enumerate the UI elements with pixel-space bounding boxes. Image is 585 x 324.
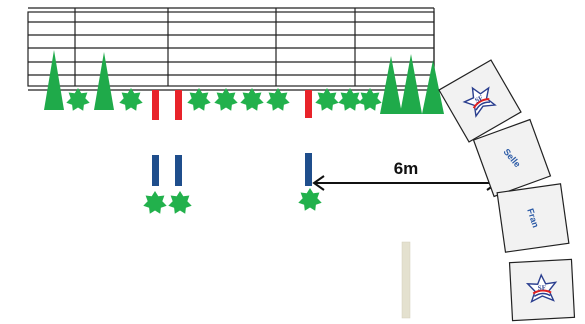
shrub-icon bbox=[214, 88, 238, 111]
shrub-icon bbox=[119, 88, 143, 111]
grandstand bbox=[27, 7, 435, 91]
jump-poles bbox=[152, 90, 312, 186]
shrub-icon bbox=[315, 88, 339, 111]
shrub-icon bbox=[240, 88, 264, 111]
panel-logo: SF bbox=[438, 59, 522, 143]
shrub-icon bbox=[187, 88, 211, 111]
shrub-icon bbox=[168, 191, 192, 214]
tree-icon bbox=[94, 52, 114, 110]
jump-pole bbox=[175, 90, 182, 186]
trees bbox=[44, 50, 444, 114]
panel-logo: SF bbox=[508, 258, 576, 322]
jump-pole bbox=[152, 90, 159, 186]
pole-shrubs bbox=[143, 188, 322, 214]
sf-star-logo-icon: SF bbox=[462, 86, 497, 118]
arrowhead-left-icon bbox=[312, 175, 325, 191]
shrub-icon bbox=[143, 191, 167, 214]
panel-arc: SF Selle Fran SF bbox=[438, 59, 576, 322]
tree-icon bbox=[380, 56, 402, 114]
shrub-icon bbox=[266, 88, 290, 111]
distance-label: 6m bbox=[394, 159, 419, 178]
shrub-icon bbox=[338, 88, 362, 111]
tree-icon bbox=[400, 54, 422, 114]
panel-word: Fran bbox=[496, 183, 570, 253]
distance-measure: 6m bbox=[312, 159, 499, 191]
shrub-icon bbox=[66, 88, 90, 111]
ground-pole bbox=[401, 241, 411, 319]
shrub-icon bbox=[358, 88, 382, 111]
svg-text:SF: SF bbox=[538, 284, 547, 292]
sf-star-logo-icon: SF bbox=[525, 273, 558, 303]
jump-pole bbox=[305, 90, 312, 186]
tree-icon bbox=[44, 50, 64, 110]
shrubs bbox=[66, 88, 382, 111]
shrub-icon bbox=[298, 188, 322, 211]
tree-icon bbox=[422, 60, 444, 114]
svg-text:SF: SF bbox=[473, 94, 484, 105]
panel-word: Selle bbox=[472, 118, 552, 198]
